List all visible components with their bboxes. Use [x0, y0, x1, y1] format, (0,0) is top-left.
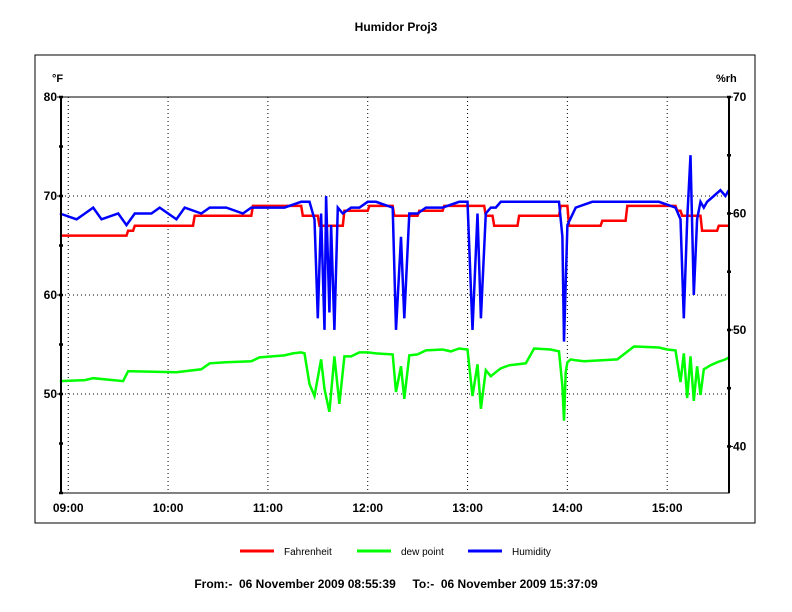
date-range-footer: From:- 06 November 2009 08:55:39 To:- 06… [194, 577, 598, 591]
right-tick-label: 50 [733, 323, 747, 337]
left-tick-label: 80 [44, 90, 58, 104]
legend: Fahrenheit dew point Humidity [240, 547, 551, 558]
left-tick-label: 70 [44, 189, 58, 203]
legend-label-humidity: Humidity [512, 547, 551, 558]
left-tick-label: 60 [44, 288, 58, 302]
x-tick-label: 10:00 [153, 501, 184, 515]
x-tick-label: 13:00 [452, 501, 483, 515]
axes-layer: 09:00 10:00 11:00 12:00 13:00 14:00 15:00 80 70 6… [44, 90, 747, 515]
grid [61, 96, 729, 493]
series-layer [59, 155, 730, 421]
chart-title: Humidor Proj3 [355, 20, 438, 34]
right-tick-label: 40 [733, 439, 747, 453]
x-tick-label: 12:00 [352, 501, 383, 515]
dew-point-series-line [59, 345, 730, 421]
right-axis-unit: %rh [716, 73, 737, 85]
x-tick-label: 11:00 [253, 501, 283, 515]
left-tick-label: 50 [44, 387, 58, 401]
chart-frame [34, 54, 756, 524]
left-axis-unit: °F [52, 73, 63, 85]
x-tick-label: 14:00 [552, 501, 583, 515]
right-tick-label: 70 [733, 90, 747, 104]
right-tick-label: 60 [733, 206, 747, 220]
x-tick-label: 09:00 [53, 501, 84, 515]
legend-label-fahrenheit: Fahrenheit [284, 547, 332, 558]
x-tick-label: 15:00 [652, 501, 683, 515]
legend-label-dew-point: dew point [401, 547, 444, 558]
humidity-series-line [59, 155, 730, 342]
